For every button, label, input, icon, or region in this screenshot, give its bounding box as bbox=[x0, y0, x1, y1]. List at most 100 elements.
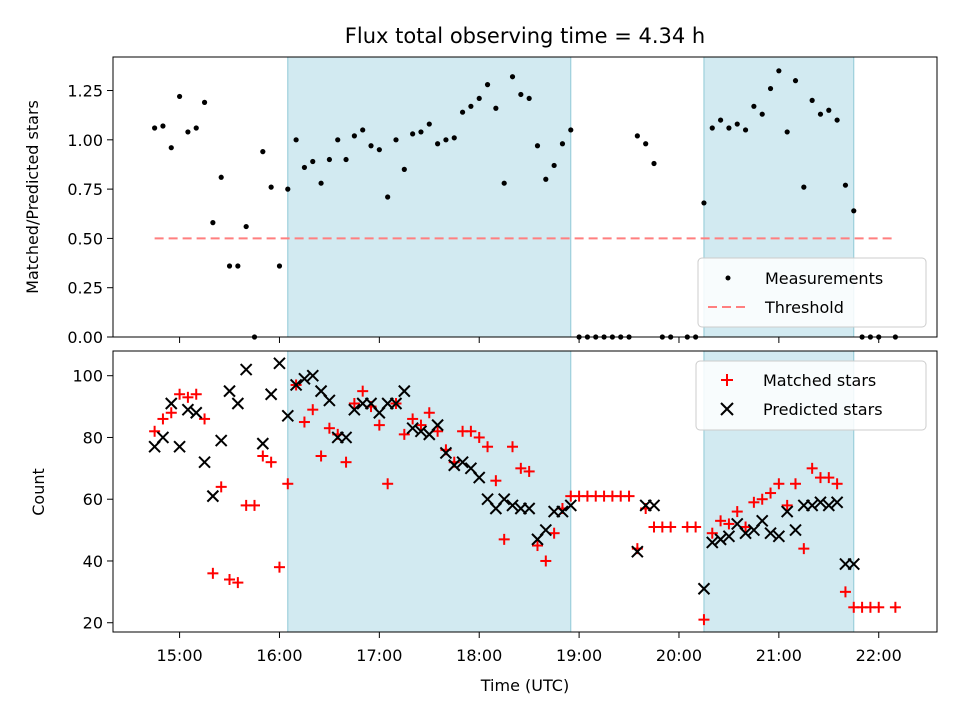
matched-star-point bbox=[407, 413, 419, 425]
y-tick-label: 0.00 bbox=[67, 328, 103, 347]
x-bar bbox=[273, 357, 286, 370]
predicted-star-point bbox=[298, 372, 311, 385]
predicted-star-markers bbox=[148, 357, 860, 595]
measurement-point bbox=[759, 111, 765, 117]
matched-star-point bbox=[690, 521, 702, 533]
matched-star-point bbox=[482, 441, 494, 453]
predicted-star-point bbox=[772, 530, 786, 543]
measurement-point bbox=[826, 107, 832, 113]
y-tick-label: 20 bbox=[83, 614, 103, 633]
measurement-point bbox=[176, 93, 183, 100]
measurement-point bbox=[842, 182, 849, 188]
measurement-point bbox=[301, 164, 308, 171]
y-tick-label: 0.50 bbox=[67, 229, 103, 248]
measurement-point bbox=[476, 95, 482, 102]
measurement-point bbox=[335, 137, 341, 143]
measurement-point bbox=[351, 133, 357, 139]
matched-star-point bbox=[831, 478, 843, 490]
x-bar bbox=[830, 496, 844, 509]
predicted-star-point bbox=[181, 403, 195, 416]
predicted-star-point bbox=[822, 499, 836, 512]
predicted-star-point bbox=[339, 431, 353, 444]
measurement-point bbox=[751, 103, 757, 109]
x-tick-label: 21:00 bbox=[756, 646, 802, 665]
x-bar bbox=[156, 431, 170, 444]
matched-star-point bbox=[415, 419, 427, 431]
x-bar bbox=[756, 514, 769, 528]
matched-star-point bbox=[257, 450, 269, 462]
measurement-point bbox=[426, 121, 432, 127]
matched-star-point bbox=[357, 385, 369, 397]
x-bar bbox=[348, 403, 361, 416]
predicted-star-point bbox=[522, 502, 536, 515]
measurement-point bbox=[767, 85, 774, 92]
predicted-star-point bbox=[239, 363, 253, 376]
top-panel: 0.00 0.25 0.50 0.75 1.00 1.25 Matched/Predict… bbox=[23, 56, 938, 347]
measurement-point bbox=[501, 180, 507, 186]
measurement-point bbox=[268, 184, 274, 190]
matched-star-point bbox=[165, 407, 177, 419]
predicted-star-point bbox=[264, 388, 278, 401]
bottom-y-axis-label: Count bbox=[29, 468, 48, 516]
measurement-point bbox=[468, 103, 474, 109]
x-bar bbox=[306, 369, 319, 382]
matched-star-point bbox=[273, 561, 285, 573]
matched-star-markers bbox=[149, 379, 901, 626]
measurement-point bbox=[343, 156, 349, 163]
x-bar bbox=[764, 526, 777, 540]
measurement-point bbox=[193, 125, 199, 131]
measurement-point bbox=[792, 78, 799, 84]
matched-star-point bbox=[798, 543, 810, 555]
x-bar bbox=[398, 384, 411, 398]
x-tick-label: 16:00 bbox=[256, 646, 302, 665]
x-bar bbox=[364, 397, 378, 410]
matched-star-point bbox=[781, 499, 793, 511]
measurement-point bbox=[385, 194, 391, 200]
x-bar bbox=[847, 557, 860, 571]
bottom-panel: 20 40 60 80 100 15:00 16:00 17:00 18:00 19:00 20:… bbox=[29, 350, 938, 695]
predicted-star-point bbox=[805, 499, 819, 512]
matched-star-point bbox=[298, 416, 310, 428]
measurement-point bbox=[443, 137, 449, 143]
x-tick-label: 19:00 bbox=[556, 646, 602, 665]
predicted-star-point bbox=[473, 471, 486, 484]
matched-star-point bbox=[748, 496, 760, 508]
measurement-point bbox=[326, 156, 333, 163]
top-y-axis-label: Matched/Predicted stars bbox=[23, 100, 42, 294]
legend-label-matched: Matched stars bbox=[763, 371, 876, 390]
matched-star-point bbox=[265, 456, 277, 468]
matched-star-point bbox=[340, 456, 352, 468]
measurement-point bbox=[459, 109, 466, 115]
predicted-star-point bbox=[289, 378, 303, 392]
predicted-star-point bbox=[830, 496, 844, 509]
matched-star-point bbox=[248, 499, 260, 511]
x-bar bbox=[198, 455, 211, 469]
x-bar bbox=[239, 363, 253, 376]
measurement-point bbox=[559, 141, 566, 147]
matched-star-point bbox=[149, 425, 161, 437]
predicted-star-point bbox=[281, 409, 294, 423]
measurement-point bbox=[526, 95, 532, 102]
chart-title: Flux total observing time = 4.34 h bbox=[345, 24, 705, 48]
x-bar bbox=[264, 388, 278, 401]
predicted-star-point bbox=[847, 557, 860, 571]
predicted-star-point bbox=[348, 403, 361, 416]
predicted-star-point bbox=[206, 489, 220, 503]
matched-star-point bbox=[182, 391, 194, 403]
x-bar bbox=[731, 517, 744, 531]
measurement-point bbox=[651, 160, 657, 167]
measurement-point bbox=[518, 91, 524, 98]
x-bar bbox=[497, 493, 511, 506]
measurement-point bbox=[410, 131, 416, 137]
matched-star-point bbox=[498, 533, 510, 545]
predicted-star-point bbox=[165, 397, 178, 410]
bottom-y-axis: 20 40 60 80 100 bbox=[72, 367, 113, 633]
x-bar bbox=[697, 582, 711, 595]
predicted-star-point bbox=[539, 523, 553, 537]
matched-star-point bbox=[473, 431, 485, 443]
predicted-star-point bbox=[497, 493, 511, 506]
x-bar bbox=[780, 505, 794, 518]
x-bar bbox=[805, 499, 819, 512]
x-bar bbox=[473, 471, 486, 484]
legend-dot-icon bbox=[725, 275, 731, 281]
